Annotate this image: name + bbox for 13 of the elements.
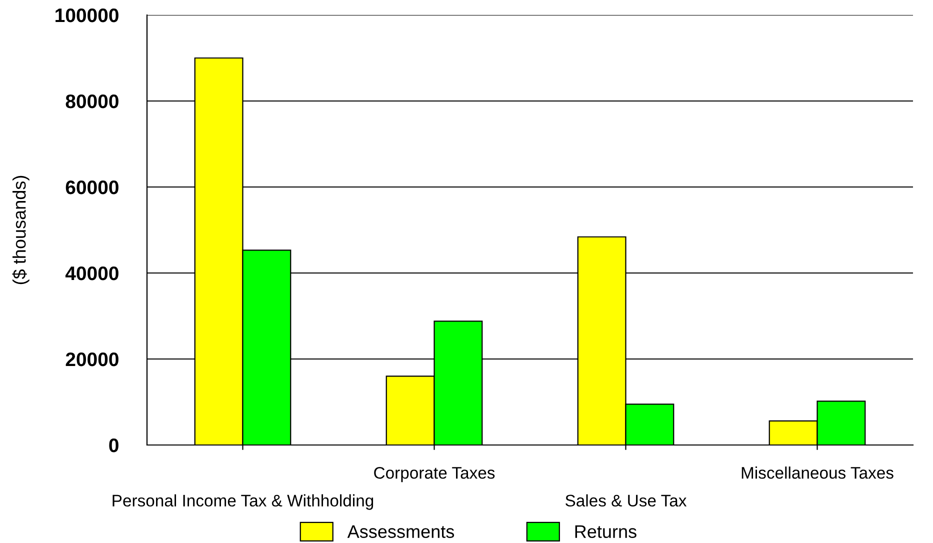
x-tick-label: Corporate Taxes [374, 466, 495, 482]
y-tick-label: 60000 [66, 180, 118, 194]
y-tick-label: 40000 [65, 266, 118, 280]
y-axis-title: ($ thousands) [12, 176, 30, 284]
x-tick-label: Sales & Use Tax [566, 494, 687, 507]
legend-label: Returns [575, 525, 636, 538]
y-tick-label: 100000 [56, 8, 118, 22]
x-tick-label: Personal Income Tax & Withholding [112, 494, 374, 510]
legend-label: Assessments [347, 525, 454, 538]
x-tick-label: Miscellaneous Taxes [742, 466, 894, 479]
y-tick-label: 20000 [66, 352, 118, 366]
y-tick-label: 80000 [66, 94, 118, 108]
y-tick-label: 0 [109, 438, 118, 452]
